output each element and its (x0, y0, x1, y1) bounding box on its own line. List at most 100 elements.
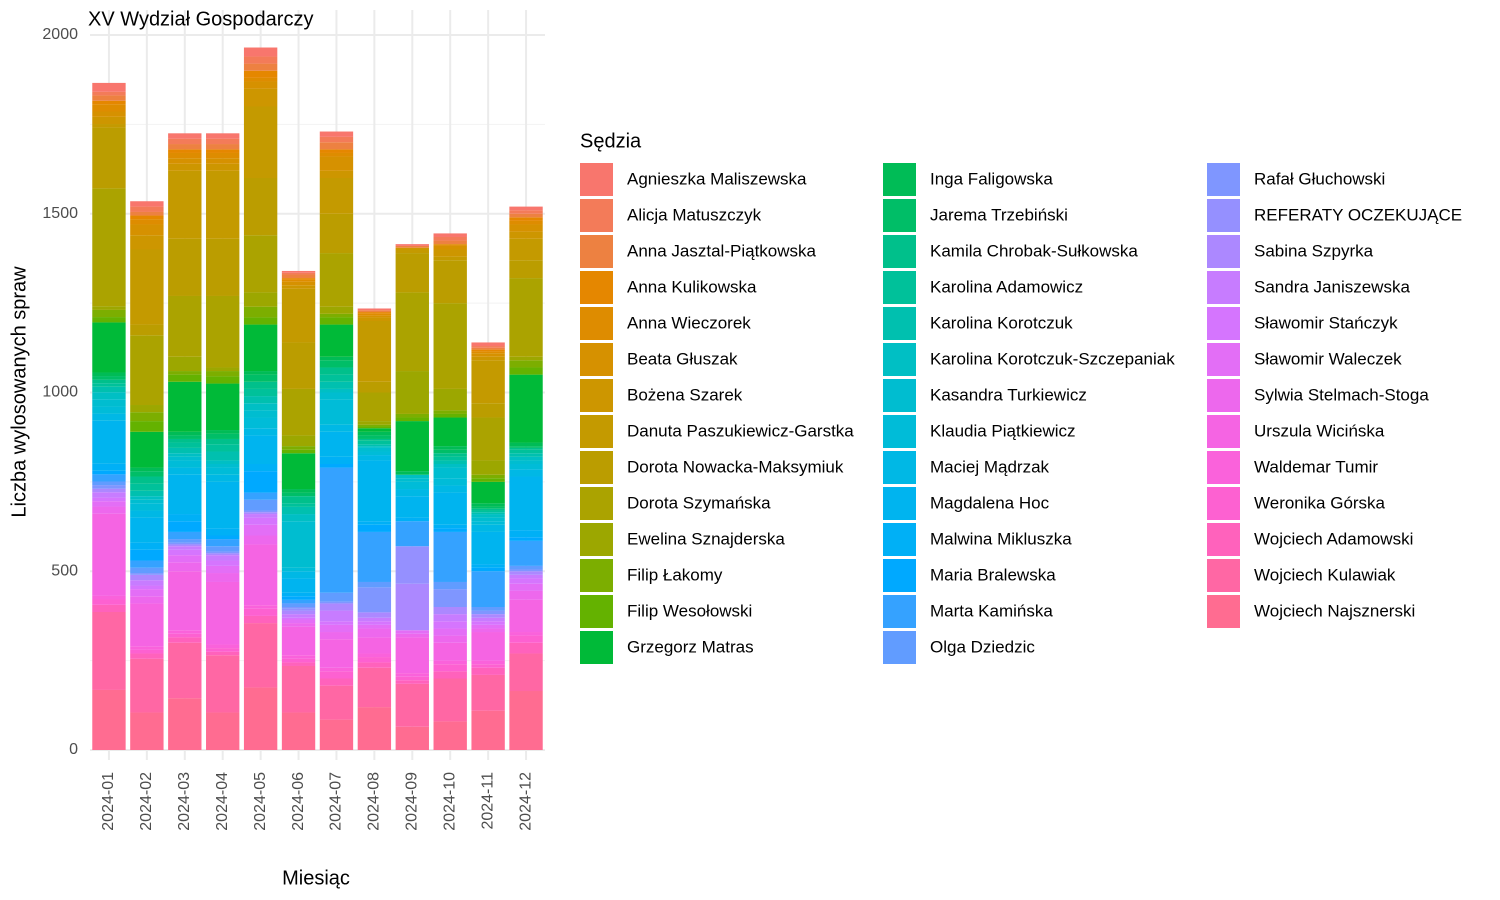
bar-segment (243, 47, 278, 57)
bar-segment (281, 503, 316, 507)
legend-key (1207, 379, 1240, 412)
bar-segment (206, 371, 240, 377)
bar-segment (206, 158, 240, 164)
bar-segment (243, 70, 278, 78)
bar-segment (509, 599, 543, 633)
y-tick-label: 2000 (42, 26, 78, 43)
bar-segment (281, 521, 316, 568)
bar-segment (130, 224, 164, 236)
bar-segment (206, 149, 240, 153)
bar-segment (471, 610, 505, 615)
x-tick-label: 2024-08 (366, 772, 383, 831)
bar-segment (395, 680, 429, 684)
legend-key (1207, 523, 1240, 556)
bar-segment (319, 381, 354, 389)
bar-segment (243, 306, 278, 318)
bar-segment (433, 453, 467, 457)
bar-segment (206, 573, 240, 582)
legend-label: Wojciech Najsznerski (1254, 601, 1415, 620)
bar-segment (168, 460, 202, 468)
bar-segment (130, 249, 164, 325)
bar-segment (243, 435, 278, 464)
bar-segment (243, 77, 278, 82)
bar-segment (509, 217, 543, 221)
legend-key (883, 631, 916, 664)
bar-segment (357, 707, 392, 750)
bar-segment (92, 501, 126, 507)
bar-segment (471, 512, 505, 515)
bar-segment (509, 213, 543, 218)
bar-segment (206, 433, 240, 439)
bar-segment (130, 431, 164, 468)
bar-segment (281, 288, 316, 343)
legend-key (883, 343, 916, 376)
bar-segment (130, 549, 164, 561)
bar-segment (357, 312, 392, 314)
bar-segment (509, 635, 543, 643)
bar-segment (281, 603, 316, 607)
legend-label: Waldemar Tumir (1254, 457, 1378, 476)
bar-segment (395, 683, 429, 727)
bar-segment (168, 456, 202, 461)
bar-segment (395, 637, 429, 674)
bar-segment (471, 356, 505, 361)
legend-label: Filip Łakomy (627, 565, 723, 584)
legend-label: Klaudia Piątkiewicz (930, 421, 1076, 440)
bar-segment (130, 201, 164, 207)
bar-segment (281, 489, 316, 493)
bar-segment (509, 278, 543, 357)
bar-segment (357, 460, 392, 522)
bar-segment (433, 478, 467, 486)
legend-label: Anna Wieczorek (627, 313, 751, 332)
bar-segment (433, 642, 467, 661)
bar-segment (92, 372, 126, 377)
legend-key (883, 451, 916, 484)
bar-segment (319, 392, 354, 400)
bar-segment (433, 240, 467, 245)
bar-segment (92, 82, 126, 92)
bar-segment (509, 578, 543, 584)
bar-segment (357, 451, 392, 456)
bar-segment (395, 245, 429, 248)
bar-segment (243, 56, 278, 64)
bar-segment (395, 546, 429, 584)
bar-segment (281, 665, 316, 713)
bar-segment (281, 567, 316, 572)
x-tick-label: 2024-01 (100, 772, 117, 831)
bar-segment (433, 410, 467, 414)
bar-segment (92, 317, 126, 323)
bar-segment (509, 442, 543, 447)
legend-key (580, 631, 613, 664)
bar-segment (319, 632, 354, 640)
bar-segment (206, 528, 240, 536)
legend-key (1207, 415, 1240, 448)
bar-segment (319, 603, 354, 611)
bar-segment (281, 592, 316, 597)
bar-segment (130, 235, 164, 250)
bar-segment (168, 698, 202, 750)
bar-segment (471, 417, 505, 461)
bar-segment (509, 360, 543, 368)
bar-segment (471, 614, 505, 618)
bar-segment (395, 481, 429, 490)
bar-segment (395, 583, 429, 631)
bar-segment (92, 111, 126, 117)
bar-segment (471, 607, 505, 611)
bar-segment (395, 474, 429, 479)
bar-segment (130, 324, 164, 336)
bar-segment (433, 303, 467, 389)
bar-segment (433, 528, 467, 532)
bar-segment (206, 555, 240, 561)
bar-segment (92, 470, 126, 475)
bar-segment (357, 621, 392, 625)
bar-segment (168, 555, 202, 563)
bar-segment (319, 170, 354, 178)
bar-segment (168, 453, 202, 457)
x-tick-label: 2024-12 (517, 772, 534, 831)
bar-segment (319, 178, 354, 214)
bar-segment (471, 624, 505, 629)
bar-segment (471, 664, 505, 668)
bar-segment (130, 653, 164, 659)
bar-segment (206, 535, 240, 540)
